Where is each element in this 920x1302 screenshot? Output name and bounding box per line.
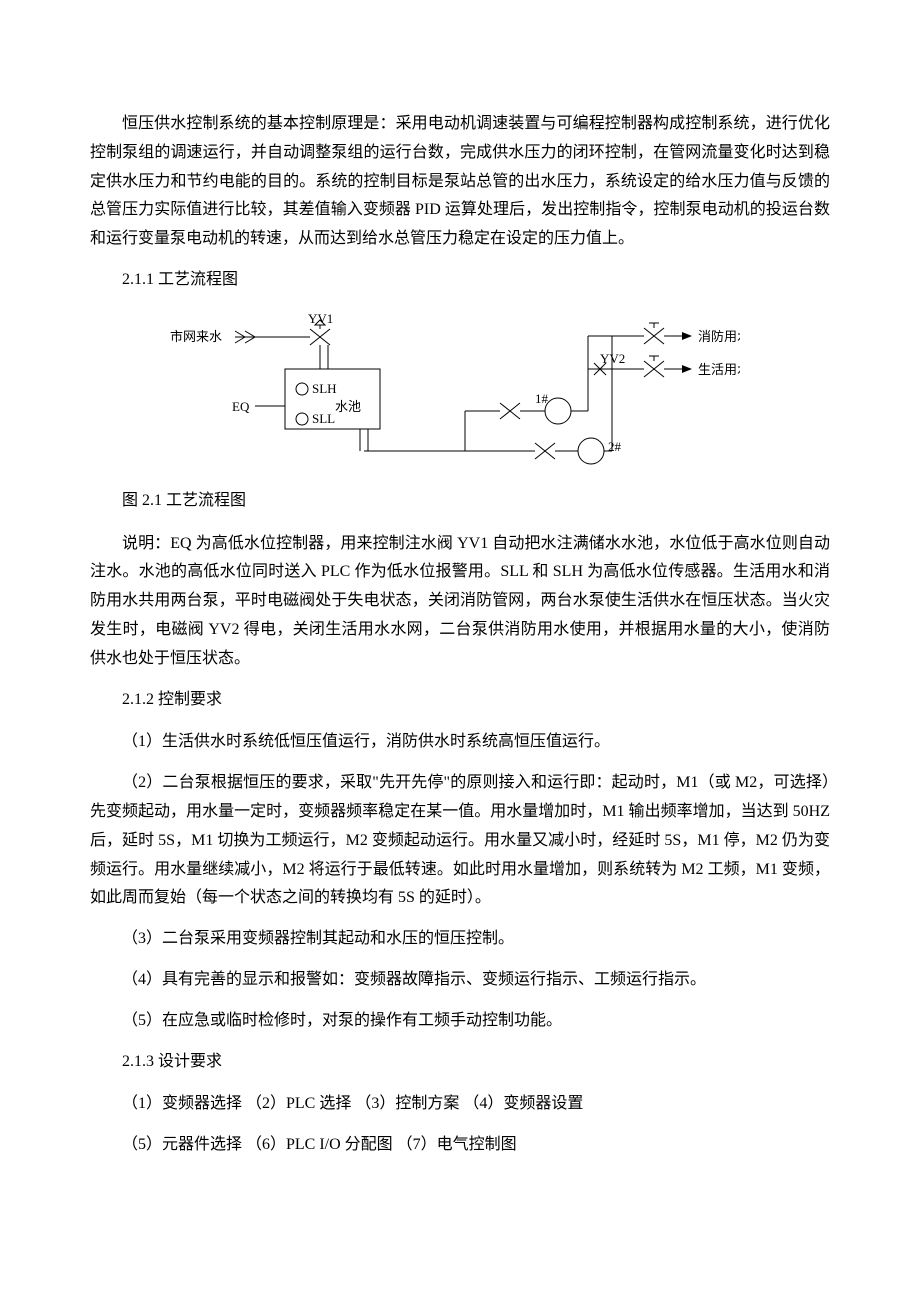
design-line-2: （5）元器件选择 （6）PLC I/O 分配图 （7）电气控制图 bbox=[90, 1131, 830, 1160]
intro-paragraph: 恒压供水控制系统的基本控制原理是：采用电动机调速装置与可编程控制器构成控制系统，… bbox=[90, 110, 830, 254]
pump1-label: 1# bbox=[535, 391, 549, 406]
pool-label: 水池 bbox=[335, 399, 361, 414]
design-line-1: （1）变频器选择 （2）PLC 选择 （3）控制方案 （4）变频器设置 bbox=[90, 1090, 830, 1119]
section-212-heading: 2.1.2 控制要求 bbox=[90, 686, 830, 715]
requirement-5: （5）在应急或临时检修时，对泵的操作有工频手动控制功能。 bbox=[90, 1007, 830, 1036]
requirement-2: （2）二台泵根据恒压的要求，采取"先开先停"的原则接入和运行即：起动时，M1（或… bbox=[90, 769, 830, 913]
eq-label: EQ bbox=[232, 399, 250, 414]
requirement-1: （1）生活供水时系统低恒压值运行，消防供水时系统高恒压值运行。 bbox=[90, 728, 830, 757]
figure-caption: 图 2.1 工艺流程图 bbox=[90, 487, 830, 516]
fire-water-label: 消防用水 bbox=[698, 329, 740, 344]
yv2-label: YV2 bbox=[600, 351, 625, 366]
section-213-heading: 2.1.3 设计要求 bbox=[90, 1048, 830, 1077]
yv1-label: YV1 bbox=[308, 311, 333, 326]
pump2-label: 2# bbox=[608, 439, 622, 454]
process-flow-diagram: YV1 市网来水 SLH 水池 SLL EQ bbox=[140, 311, 740, 471]
slh-label: SLH bbox=[312, 381, 337, 396]
domestic-water-label: 生活用水 bbox=[698, 362, 740, 377]
requirement-4: （4）具有完善的显示和报警如：变频器故障指示、变频运行指示、工频运行指示。 bbox=[90, 966, 830, 995]
requirement-3: （3）二台泵采用变频器控制其起动和水压的恒压控制。 bbox=[90, 925, 830, 954]
explanation-paragraph: 说明：EQ 为高低水位控制器，用来控制注水阀 YV1 自动把水注满储水水池，水位… bbox=[90, 530, 830, 674]
municipal-water-label: 市网来水 bbox=[170, 329, 222, 344]
sll-label: SLL bbox=[312, 411, 335, 426]
section-211-heading: 2.1.1 工艺流程图 bbox=[90, 266, 830, 295]
